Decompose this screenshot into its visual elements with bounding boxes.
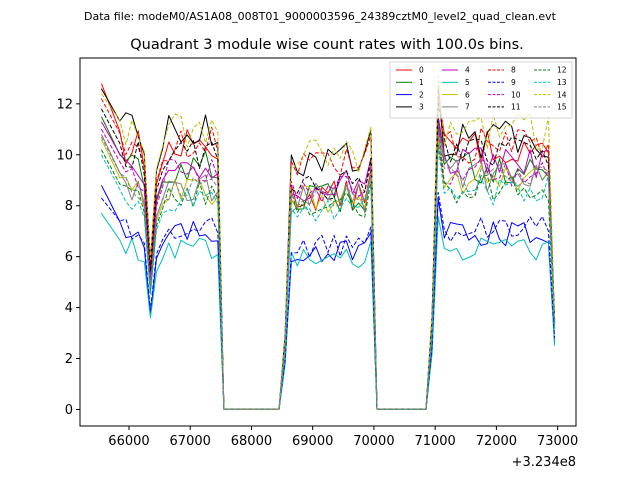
y-tick-label: 0 xyxy=(65,403,73,418)
y-tick-label: 10 xyxy=(56,148,73,163)
series-line-4 xyxy=(100,115,556,410)
series-line-0 xyxy=(100,83,556,410)
legend-label: 3 xyxy=(419,103,424,112)
x-offset-label: +3.234e8 xyxy=(512,455,576,470)
y-tick-label: 12 xyxy=(56,97,73,112)
series-line-12 xyxy=(100,143,556,410)
series-layer xyxy=(100,75,556,410)
series-line-13 xyxy=(100,146,556,410)
series-line-3 xyxy=(100,85,556,410)
legend-label: 7 xyxy=(465,103,470,112)
legend-label: 12 xyxy=(557,66,567,75)
legend-label: 10 xyxy=(511,90,521,99)
y-tick-label: 2 xyxy=(65,352,73,367)
series-line-9 xyxy=(101,192,556,410)
series-line-15 xyxy=(100,133,556,410)
x-tick-label: 70000 xyxy=(353,434,394,449)
series-line-14 xyxy=(100,75,556,410)
legend-label: 1 xyxy=(419,78,424,87)
legend-box xyxy=(389,61,573,119)
legend-label: 9 xyxy=(511,78,516,87)
legend-label: 0 xyxy=(419,66,424,75)
axes-frame xyxy=(79,57,577,427)
y-tick-label: 6 xyxy=(65,250,73,265)
y-tick-label: 4 xyxy=(65,301,73,316)
y-tick-label: 8 xyxy=(65,199,73,214)
plot-area xyxy=(80,58,576,426)
legend-label: 15 xyxy=(557,103,567,112)
series-line-10 xyxy=(100,124,556,410)
x-tick-label: 71000 xyxy=(414,434,455,449)
series-line-8 xyxy=(100,91,556,410)
y-axis: 0 2 4 6 8 10 12 xyxy=(56,97,80,418)
legend-label: 11 xyxy=(511,103,521,112)
x-tick-label: 66000 xyxy=(108,434,149,449)
x-tick-label: 69000 xyxy=(292,434,333,449)
data-file-label: Data file: modeM0/AS1A08_008T01_90000035… xyxy=(84,10,557,23)
legend-label: 13 xyxy=(557,78,567,87)
series-line-5 xyxy=(100,213,556,410)
x-axis: 66000 67000 68000 69000 70000 71000 72000 73000 xyxy=(108,426,578,449)
x-tick-label: 72000 xyxy=(476,434,517,449)
legend-label: 5 xyxy=(465,78,470,87)
x-tick-label: 73000 xyxy=(537,434,578,449)
legend-label: 4 xyxy=(465,66,470,75)
legend-label: 6 xyxy=(465,90,470,99)
series-line-11 xyxy=(100,103,556,410)
series-line-6 xyxy=(100,133,556,410)
legend-label: 2 xyxy=(419,90,424,99)
legend-label: 8 xyxy=(511,66,516,75)
legend-label: 14 xyxy=(557,90,567,99)
x-tick-label: 68000 xyxy=(231,434,272,449)
x-tick-label: 67000 xyxy=(170,434,211,449)
chart-title: Quadrant 3 module wise count rates with … xyxy=(130,37,524,53)
